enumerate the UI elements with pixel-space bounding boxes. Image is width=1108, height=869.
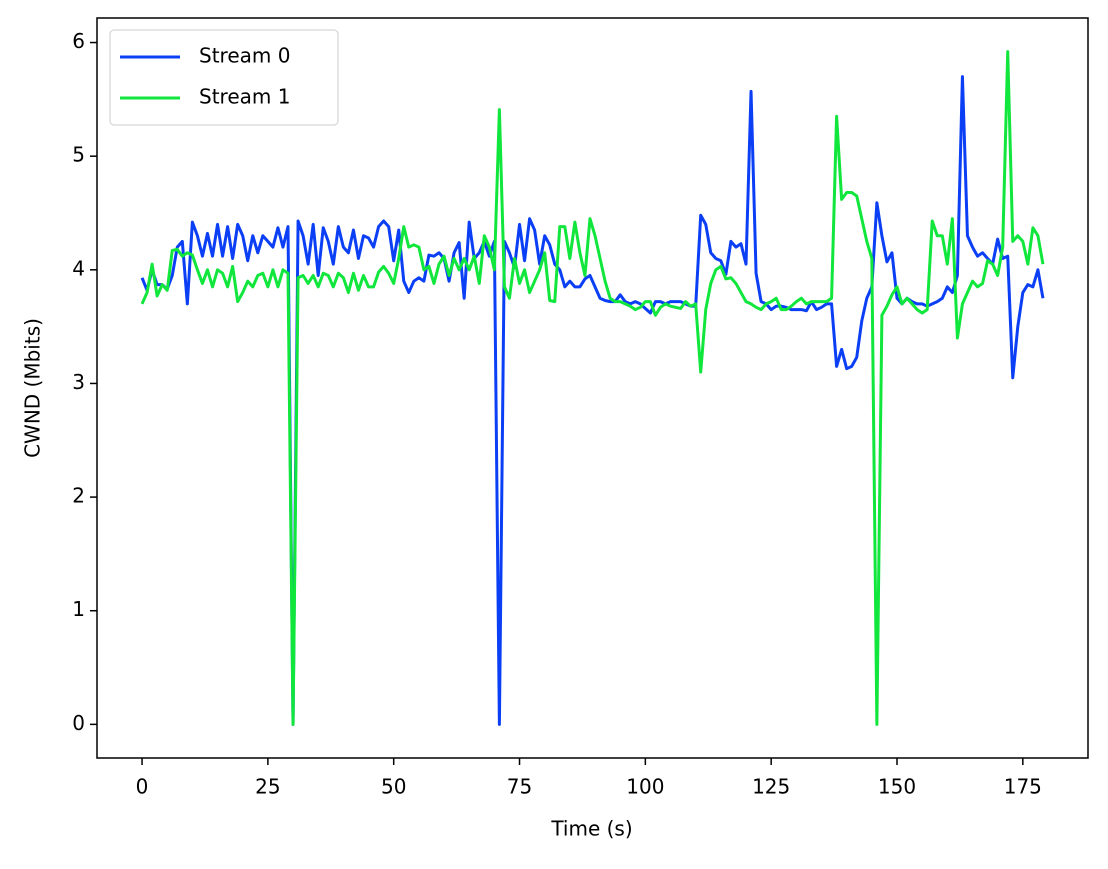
axes-frame [96, 17, 1089, 759]
x-tick-label: 175 [1004, 775, 1042, 799]
legend-label: Stream 0 [199, 44, 290, 68]
legend-box [109, 29, 339, 126]
x-axis-label: Time (s) [550, 817, 632, 841]
data-line [140, 75, 1045, 726]
x-tick-label: 125 [752, 775, 790, 799]
y-tick-label: 5 [72, 143, 85, 167]
y-tick-label: 2 [72, 484, 85, 508]
x-tick-label: 150 [878, 775, 916, 799]
y-tick-label: 1 [72, 597, 85, 621]
y-tick-label: 0 [72, 711, 85, 735]
x-tick-label: 100 [626, 775, 664, 799]
legend-label: Stream 1 [199, 85, 290, 109]
data-line [140, 50, 1045, 726]
x-tick-label: 0 [136, 775, 149, 799]
x-tick-label: 25 [255, 775, 280, 799]
y-tick-label: 6 [72, 29, 85, 53]
x-tick-label: 50 [381, 775, 406, 799]
x-tick-label: 75 [507, 775, 532, 799]
y-axis-label: CWND (Mbits) [21, 318, 45, 458]
y-tick-label: 3 [72, 370, 85, 394]
y-tick-label: 4 [72, 256, 85, 280]
